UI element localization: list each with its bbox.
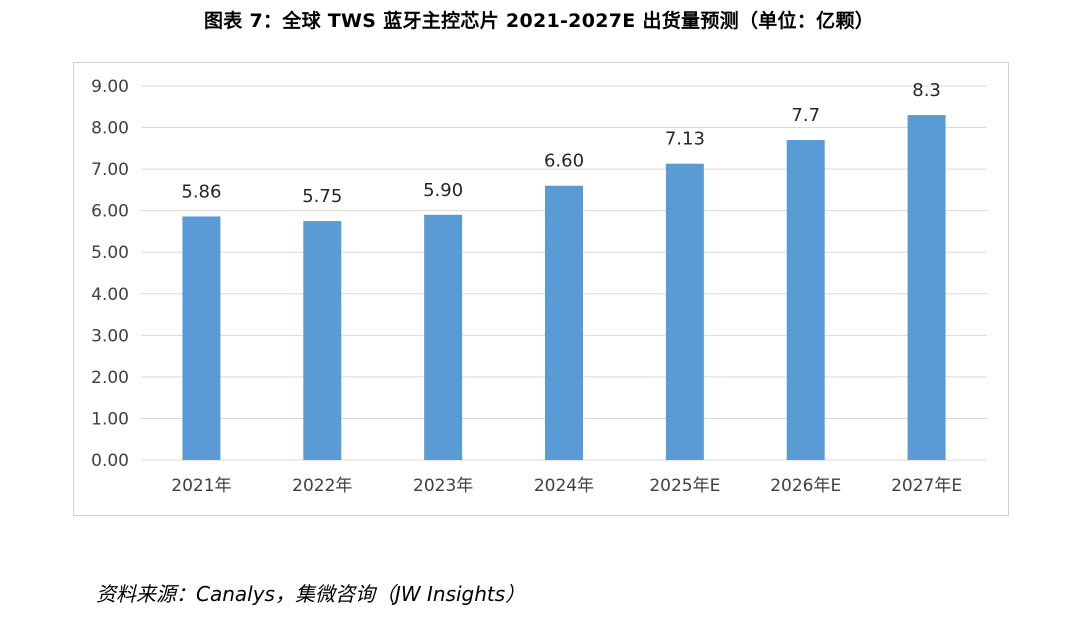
data-label: 8.3 (912, 80, 941, 101)
x-tick-label: 2026年E (770, 476, 841, 496)
x-tick-label: 2027年E (891, 476, 962, 496)
y-tick-label: 5.00 (91, 243, 129, 263)
x-tick-label: 2021年 (171, 476, 231, 496)
bar-chart: 0.00 1.00 2.00 3.00 4.00 5.00 6.00 7.00 8.00 9.00… (91, 77, 987, 496)
y-tick-label: 7.00 (91, 160, 129, 180)
x-tick-label: 2025年E (649, 476, 720, 496)
data-label: 7.13 (665, 129, 705, 150)
data-label: 5.86 (181, 181, 221, 202)
bar (786, 140, 825, 460)
y-tick-label: 8.00 (91, 119, 129, 139)
source-note: 资料来源：Canalys，集微咨询（JW Insights） (96, 582, 526, 606)
bar (907, 115, 946, 460)
bar (182, 216, 221, 460)
chart-frame: 0.00 1.00 2.00 3.00 4.00 5.00 6.00 7.00 8.00 9.00… (73, 62, 1009, 516)
data-label: 5.90 (423, 180, 463, 201)
x-tick-label: 2024年 (534, 476, 594, 496)
bar (665, 163, 704, 460)
y-tick-label: 1.00 (91, 409, 129, 429)
bar (424, 214, 463, 460)
chart-title: 图表 7：全球 TWS 蓝牙主控芯片 2021-2027E 出货量预测（单位：亿… (203, 10, 875, 32)
y-tick-label: 9.00 (91, 77, 129, 97)
x-tick-label: 2022年 (292, 476, 352, 496)
data-label: 5.75 (302, 186, 342, 207)
y-tick-label: 3.00 (91, 326, 129, 346)
bar (303, 221, 342, 460)
y-tick-label: 2.00 (91, 368, 129, 388)
x-tick-label: 2023年 (413, 476, 473, 496)
data-label: 7.7 (791, 105, 820, 126)
y-tick-label: 6.00 (91, 202, 129, 222)
y-tick-label: 4.00 (91, 285, 129, 305)
data-label: 6.60 (544, 151, 584, 172)
bar (545, 185, 583, 460)
y-tick-label: 0.00 (91, 451, 129, 471)
